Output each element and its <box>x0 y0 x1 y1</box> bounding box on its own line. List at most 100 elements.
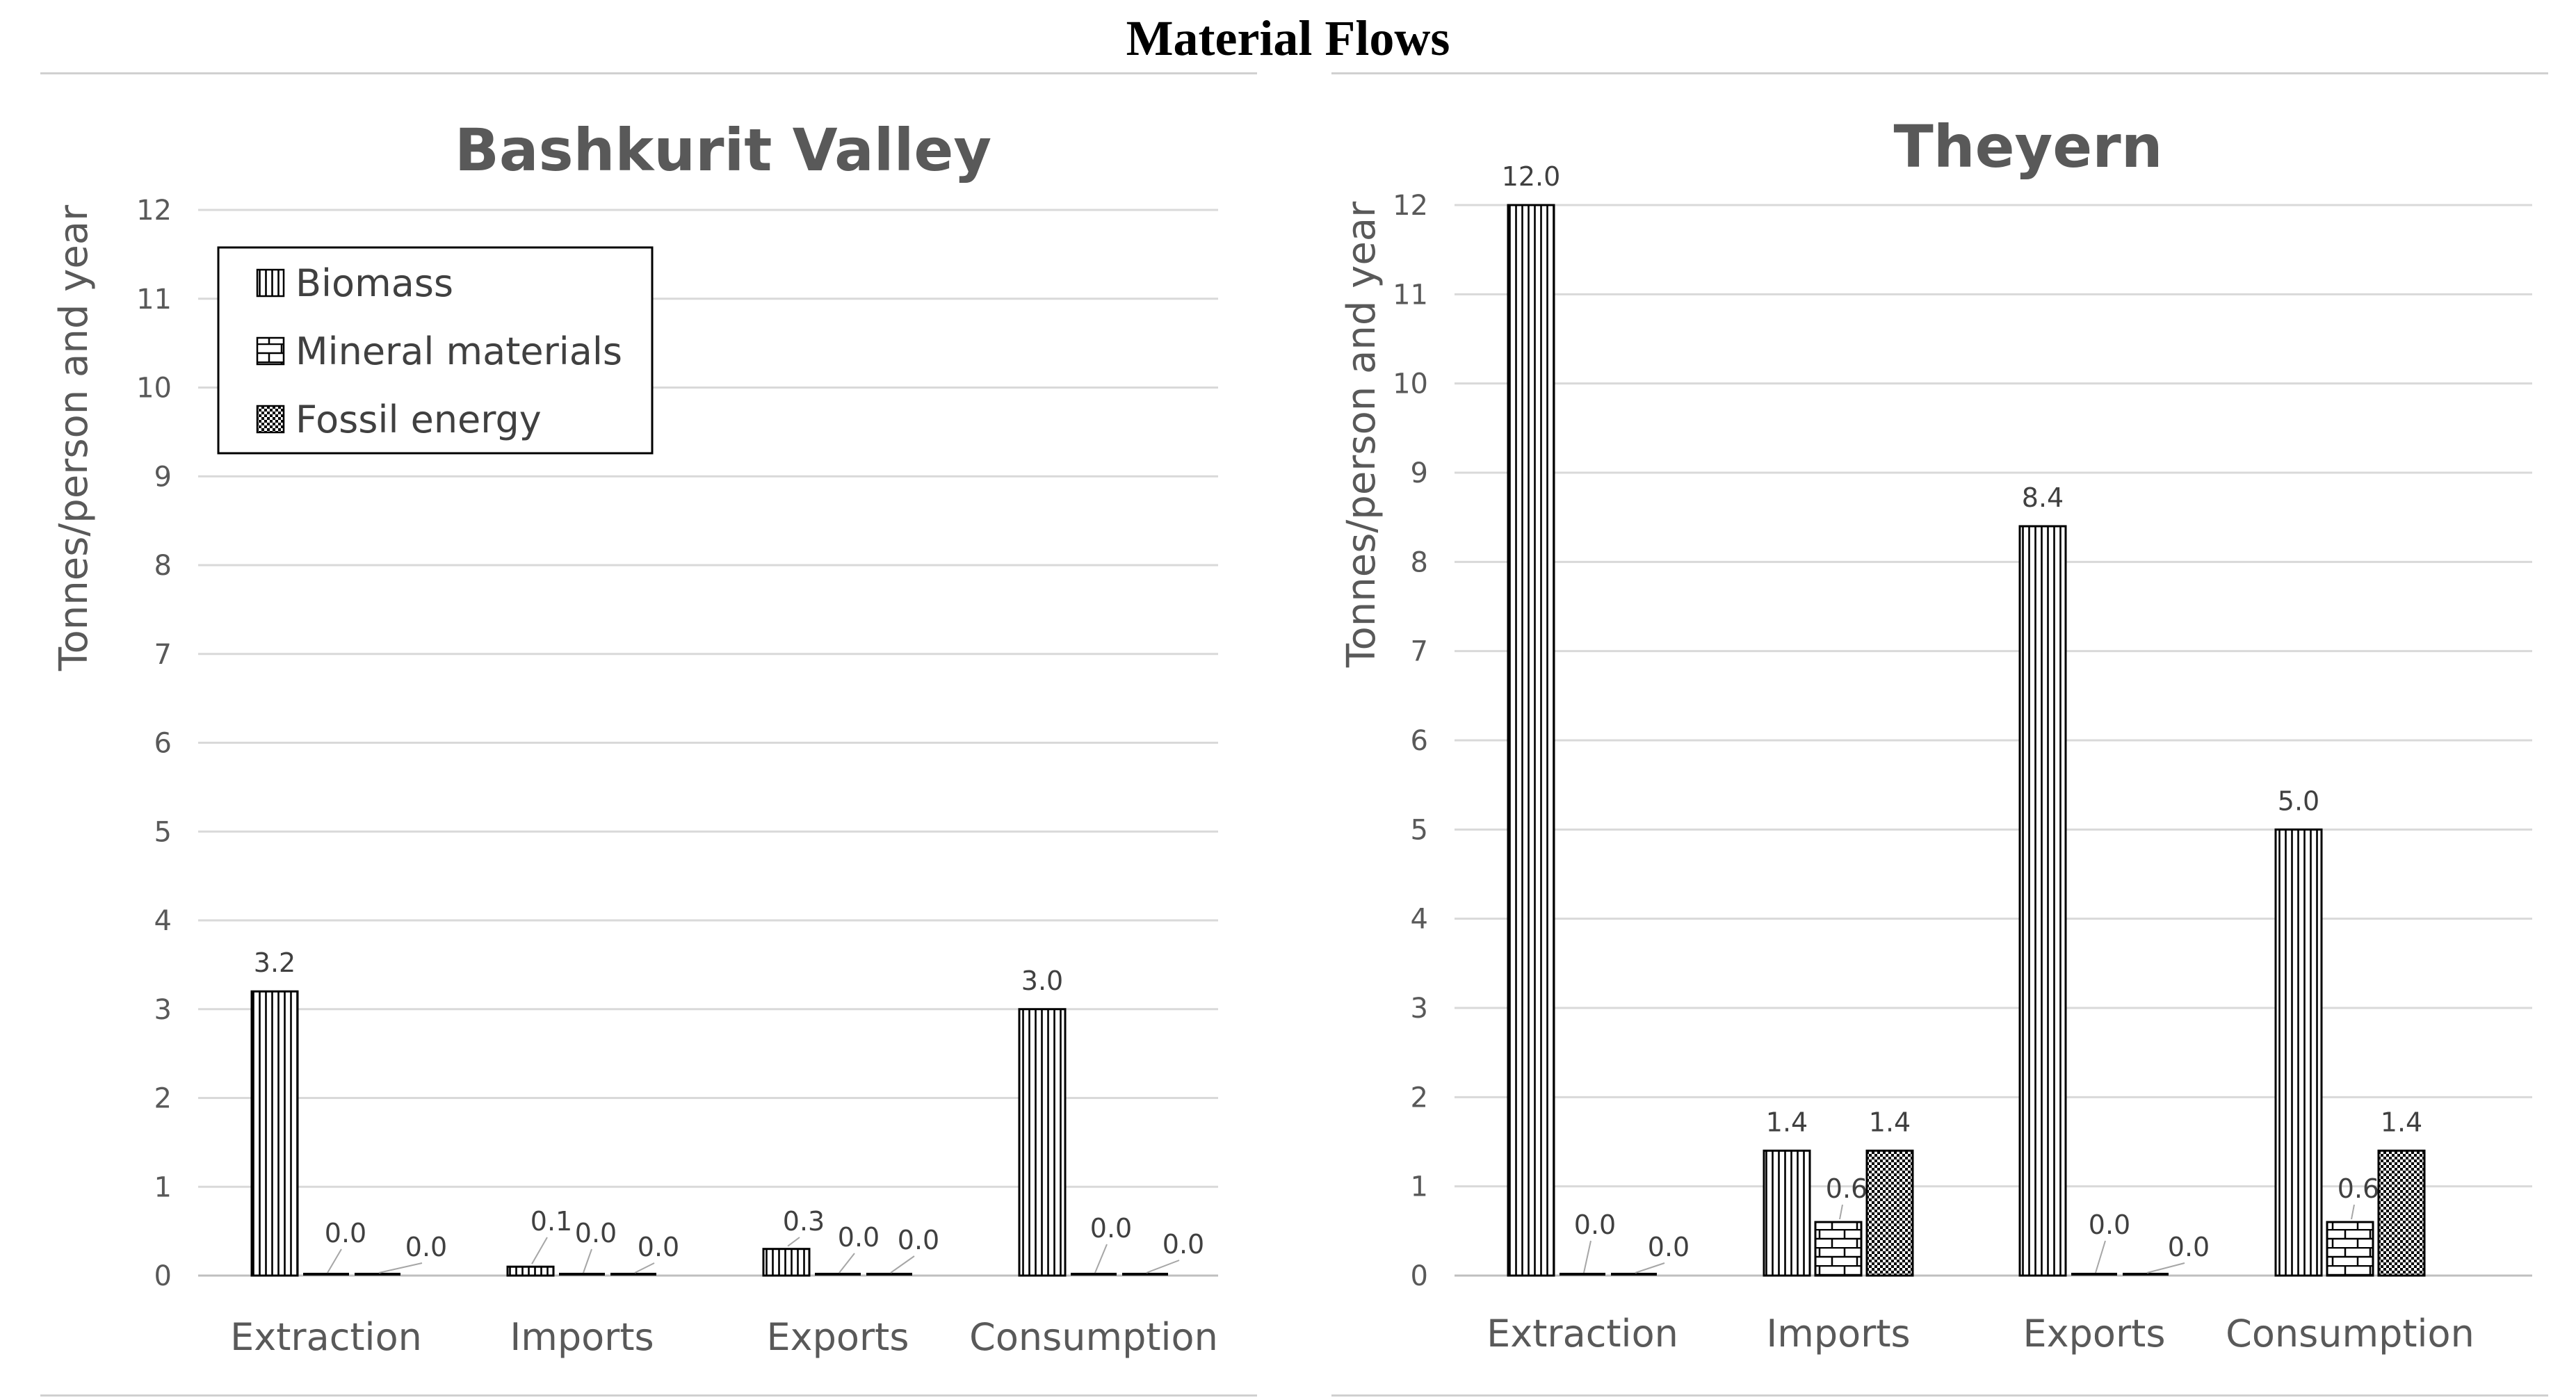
data-label-fossil-energy: 0.0 <box>2168 1232 2210 1262</box>
data-label-fossil-energy: 0.0 <box>898 1225 939 1255</box>
bar-fossil-energy <box>1865 1149 1914 1277</box>
data-label-biomass: 8.4 <box>2022 482 2064 513</box>
x-tick-label: Extraction <box>1487 1312 1678 1356</box>
data-label-fossil-energy: 0.0 <box>1648 1232 1690 1262</box>
y-tick-label: 5 <box>1411 814 1428 846</box>
x-tick-label: Consumption <box>969 1315 1218 1359</box>
y-axis-label: Tonnes/person and year <box>1339 201 1384 668</box>
x-tick-label: Consumption <box>2226 1312 2474 1356</box>
leader-line <box>327 1248 342 1273</box>
x-tick-label: Imports <box>510 1315 654 1359</box>
bar-biomass <box>1507 204 1555 1277</box>
legend: Biomass Mineral materials Fossil energy <box>217 246 654 455</box>
x-tick-label: Extraction <box>230 1315 422 1359</box>
y-tick-label: 0 <box>154 1260 172 1292</box>
legend-swatch-biomass <box>256 268 285 298</box>
chart-title: Theyern <box>1893 113 2162 181</box>
y-tick-label: 12 <box>1393 190 1428 222</box>
data-labels: 12.0 0.0 0.0 1.4 0.6 1.4 8.4 0.0 0.0 5.0 0.6 1.4 <box>1502 161 2422 1273</box>
y-tick-label: 3 <box>1411 993 1428 1025</box>
y-tick-label: 9 <box>154 461 172 493</box>
x-ticks: Extraction Imports Exports Consumption <box>1487 1312 2474 1356</box>
leader-line <box>1583 1240 1591 1273</box>
legend-label-biomass: Biomass <box>295 261 453 305</box>
data-label-mineral-materials: 0.0 <box>838 1222 880 1253</box>
data-label-biomass: 0.3 <box>783 1206 825 1237</box>
y-tick-label: 6 <box>1411 725 1428 757</box>
bars <box>250 990 1168 1277</box>
bottom-rule-right <box>1331 1394 2548 1397</box>
leader-line <box>2146 1262 2185 1273</box>
leader-line <box>1635 1262 1665 1273</box>
bar-biomass <box>762 1248 811 1277</box>
chart-title: Bashkurit Valley <box>455 116 991 184</box>
bar-biomass <box>1763 1149 1811 1277</box>
y-tick-label: 4 <box>154 905 172 937</box>
data-label-mineral-materials: 0.6 <box>1826 1173 1868 1204</box>
x-tick-label: Exports <box>767 1315 909 1359</box>
bar-fossil-energy <box>2377 1149 2426 1277</box>
y-tick-label: 2 <box>1411 1082 1428 1114</box>
legend-box <box>217 246 654 455</box>
x-tick-label: Exports <box>2023 1312 2166 1356</box>
data-label-mineral-materials: 0.0 <box>575 1218 617 1248</box>
data-label-biomass: 3.2 <box>254 947 295 978</box>
leader-line <box>839 1253 855 1273</box>
leader-line <box>583 1248 592 1273</box>
y-tick-label: 6 <box>154 728 172 760</box>
bar-biomass <box>250 990 299 1277</box>
legend-swatch-mineral-materials <box>256 336 285 366</box>
bottom-rule-left <box>40 1394 1257 1397</box>
leader-line <box>2095 1240 2106 1273</box>
bar-biomass <box>506 1265 555 1277</box>
data-label-mineral-materials: 0.0 <box>1574 1210 1616 1240</box>
y-tick-label: 1 <box>154 1171 172 1203</box>
bar-biomass <box>1018 1008 1067 1277</box>
figure-title: Material Flows <box>1126 10 1450 66</box>
y-tick-label: 11 <box>136 284 172 316</box>
leader-line <box>378 1262 423 1273</box>
top-rule-right <box>1331 72 2548 74</box>
data-label-biomass: 3.0 <box>1021 966 1063 996</box>
data-label-mineral-materials: 0.6 <box>2338 1173 2379 1204</box>
leader-line <box>890 1255 915 1273</box>
legend-swatch-fossil-energy <box>256 405 285 434</box>
leader-line <box>1839 1204 1843 1220</box>
y-tick-label: 10 <box>1393 368 1428 400</box>
leader-line <box>1146 1260 1180 1273</box>
data-label-biomass: 5.0 <box>2278 786 2319 816</box>
bar-mineral-materials <box>1814 1221 1863 1277</box>
y-tick-label: 8 <box>154 550 172 582</box>
x-tick-label: Imports <box>1766 1312 1910 1356</box>
y-tick-label: 11 <box>1393 279 1428 311</box>
bar-biomass <box>2274 828 2323 1277</box>
y-tick-label: 9 <box>1411 457 1428 489</box>
legend-label-mineral-materials: Mineral materials <box>295 329 622 373</box>
top-rule-left <box>40 72 1257 74</box>
y-axis-label: Tonnes/person and year <box>51 204 97 671</box>
data-label-mineral-materials: 0.0 <box>1090 1213 1132 1244</box>
leader-line <box>634 1262 655 1273</box>
y-tick-label: 4 <box>1411 904 1428 936</box>
data-labels: 3.20.0 0.00.1 0.0 0.00.30.0 0.03.00.00.0 <box>254 947 1204 1273</box>
y-tick-label: 2 <box>154 1083 172 1115</box>
data-label-fossil-energy: 0.0 <box>405 1232 447 1262</box>
x-ticks: Extraction Imports Exports Consumption <box>230 1315 1218 1359</box>
y-tick-label: 1 <box>1411 1171 1428 1203</box>
y-tick-label: 12 <box>136 195 172 227</box>
grid <box>1455 204 2532 1277</box>
data-label-fossil-energy: 0.0 <box>638 1232 679 1262</box>
y-tick-label: 5 <box>154 816 172 848</box>
leader-line <box>1094 1244 1108 1273</box>
y-tick-label: 10 <box>136 373 172 405</box>
data-label-fossil-energy: 1.4 <box>1869 1107 1911 1137</box>
bar-biomass <box>2018 525 2067 1277</box>
bar-mineral-materials <box>2326 1221 2374 1277</box>
data-label-mineral-materials: 0.0 <box>2089 1210 2130 1240</box>
y-tick-label: 3 <box>154 994 172 1026</box>
data-label-biomass: 12.0 <box>1502 161 1561 192</box>
